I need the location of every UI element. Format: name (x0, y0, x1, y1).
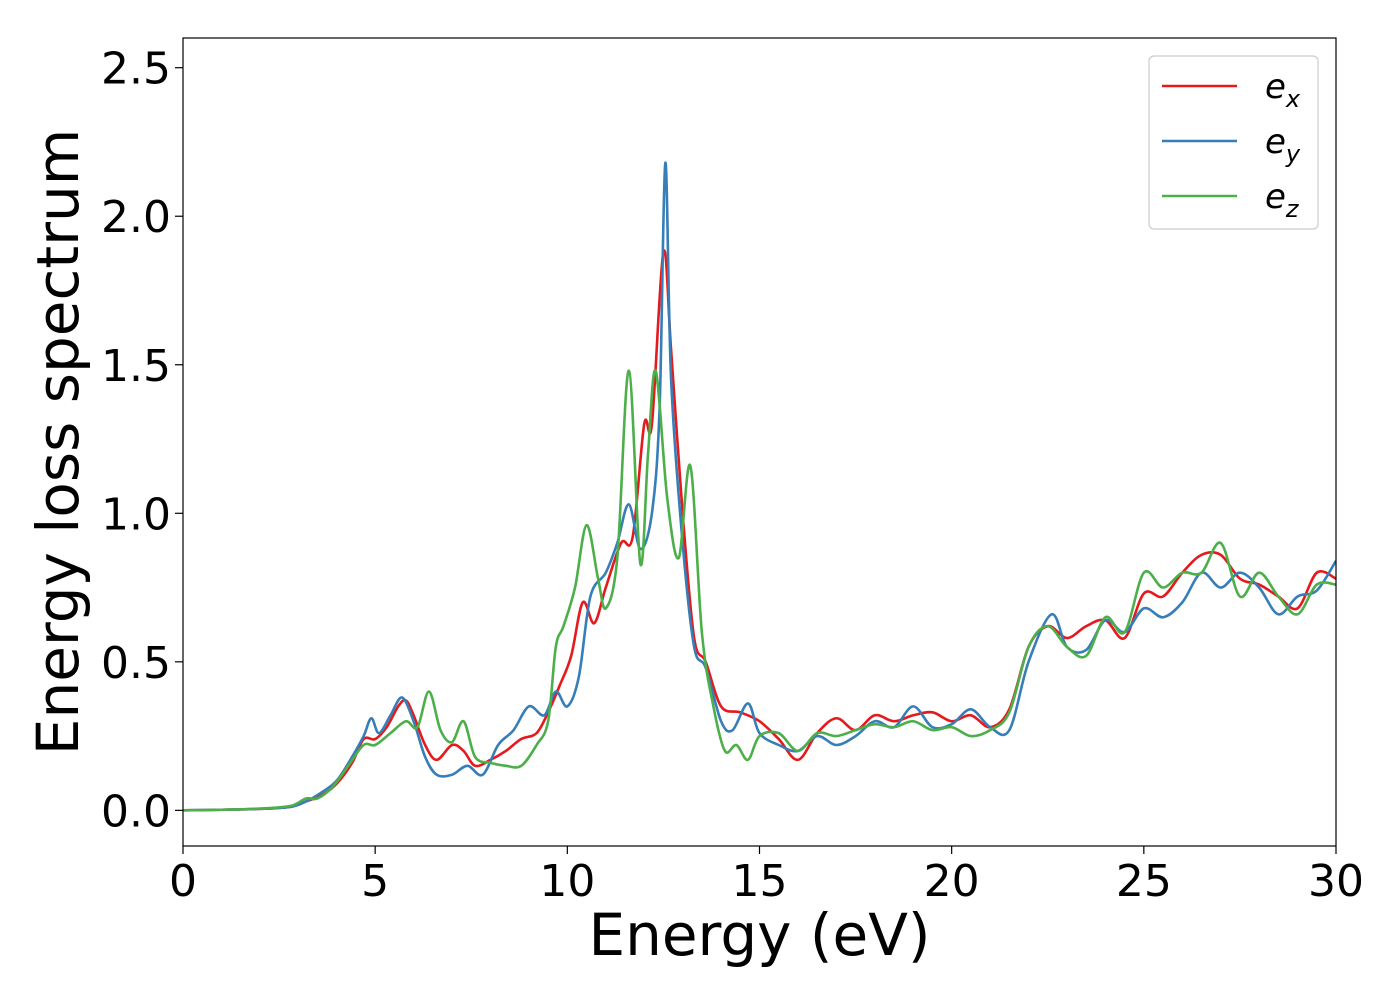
legend-label: ez (1265, 177, 1300, 223)
y-tick-label: 2.5 (101, 44, 171, 95)
x-tick-label: 25 (1116, 856, 1172, 907)
y-tick-label: 2.0 (101, 192, 171, 243)
y-axis-ticks: 0.0 0.5 1.0 1.5 2.0 2.5 (101, 44, 183, 837)
series-line-ez (183, 369, 1336, 812)
y-tick-label: 1.0 (101, 489, 171, 540)
legend-label-main: e (1265, 67, 1286, 107)
y-tick-label: 0.5 (101, 638, 171, 689)
series-layer (183, 161, 1336, 812)
legend-label-subscript: x (1285, 85, 1301, 113)
y-axis-title: Energy loss spectrum (24, 129, 92, 755)
x-tick-label: 10 (539, 856, 595, 907)
x-tick-label: 15 (732, 856, 788, 907)
legend-label-subscript: y (1285, 140, 1301, 168)
legend-label-main: e (1265, 122, 1286, 162)
legend-label: ey (1265, 122, 1301, 168)
x-axis-ticks: 0 5 10 15 20 25 30 (169, 846, 1364, 907)
x-tick-label: 30 (1308, 856, 1364, 907)
x-tick-label: 20 (924, 856, 980, 907)
y-tick-label: 0.0 (101, 786, 171, 837)
x-tick-label: 5 (361, 856, 389, 907)
legend-label-subscript: z (1285, 195, 1300, 223)
x-axis-title: Energy (eV) (588, 901, 930, 969)
legend-label: ex (1265, 67, 1301, 113)
legend-box (1148, 55, 1319, 230)
legend-label-main: e (1265, 177, 1286, 217)
x-tick-label: 0 (169, 856, 197, 907)
y-tick-label: 1.5 (101, 341, 171, 392)
